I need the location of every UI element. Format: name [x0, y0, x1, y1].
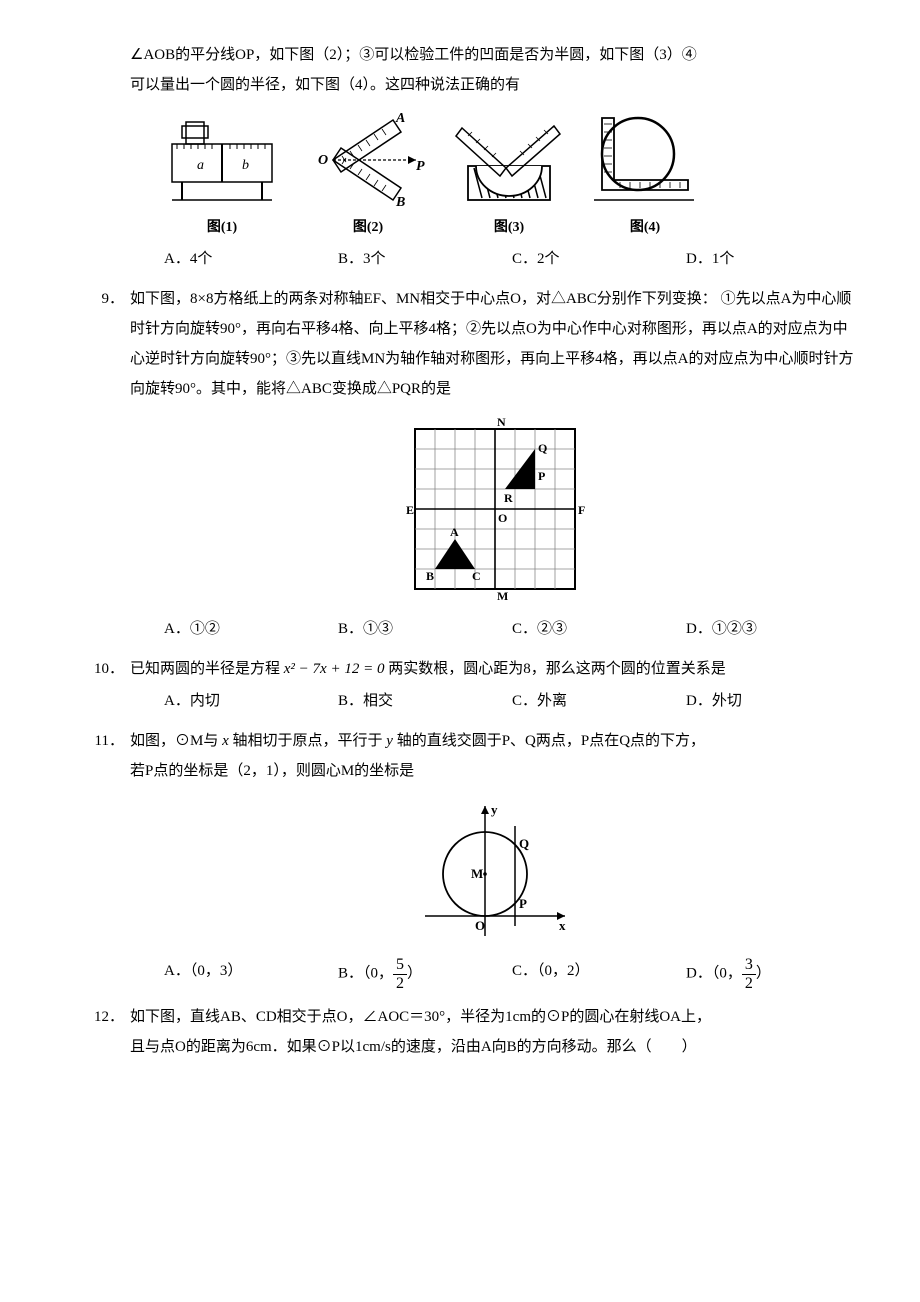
q9-optA: A．①②	[164, 614, 338, 644]
q8-options: A．4个 B．3个 C．2个 D．1个	[130, 244, 860, 274]
circle-tangent-icon: M y x O Q P	[415, 796, 575, 946]
question-8-tail: ∠AOB的平分线OP，如下图（2）；③可以检验工件的凹面是否为半圆，如下图（3）…	[130, 40, 860, 274]
q11-optD-num: 3	[742, 956, 756, 975]
q11-stem2: 若P点的坐标是（2，1），则圆心M的坐标是	[130, 756, 860, 786]
angle-bisector-icon: A O P B	[308, 108, 428, 212]
q9-stem1: 如下图，8×8方格纸上的两条对称轴EF、MN相交于中心点O，对△ABC分别作下列…	[130, 291, 717, 307]
q10-number: 10．	[90, 654, 130, 684]
label-F: F	[578, 503, 585, 517]
label-a: a	[197, 158, 204, 173]
label-B: B	[395, 195, 405, 210]
semicircle-check-icon	[454, 108, 564, 212]
label-M: M	[497, 589, 508, 603]
question-10: 10． 已知两圆的半径是方程 x² − 7x + 12 = 0 两实数根，圆心距…	[130, 654, 860, 716]
q11-stem1-pre: 如图，⊙M与	[130, 733, 222, 749]
q9-number: 9．	[90, 284, 130, 314]
q11-optB-pre: B．（0，	[338, 966, 393, 982]
q8-optD: D．1个	[686, 244, 860, 274]
ruler-square-icon: a b	[162, 112, 282, 212]
label-Cg: C	[472, 569, 481, 583]
label-R: R	[504, 491, 513, 505]
q8-stem: ∠AOB的平分线OP，如下图（2）；③可以检验工件的凹面是否为半圆，如下图（3）…	[130, 40, 860, 100]
q11-y: y	[386, 733, 393, 749]
q8-fig1: a b 图(1)	[162, 112, 282, 242]
grid-transform-icon: E F M N O A B C Q P R	[400, 414, 590, 604]
q8-optA: A．4个	[164, 244, 338, 274]
q9-options: A．①② B．①③ C．②③ D．①②③	[130, 614, 860, 644]
q11-options: A．（0，3） B．（0，52） C．（0，2） D．（0，32）	[130, 956, 860, 992]
q10-options: A．内切 B．相交 C．外离 D．外切	[130, 686, 860, 716]
label-A: A	[395, 111, 405, 126]
q11-optB: B．（0，52）	[338, 956, 512, 992]
label-b: b	[242, 158, 249, 173]
q8-cap3: 图(3)	[494, 214, 524, 242]
q11-optB-post: ）	[407, 966, 422, 982]
q8-line2: 可以量出一个圆的半径，如下图（4）。这四种说法正确的有	[130, 70, 860, 100]
q10-optA: A．内切	[164, 686, 338, 716]
q11-number: 11．	[90, 726, 130, 756]
q8-cap1: 图(1)	[207, 214, 237, 242]
label-M: M	[471, 866, 483, 881]
question-11: 11． 如图，⊙M与 x 轴相切于原点，平行于 y 轴的直线交圆于P、Q两点，P…	[130, 726, 860, 992]
label-Bg: B	[426, 569, 434, 583]
q11-optB-num: 5	[393, 956, 407, 975]
label-N: N	[497, 415, 506, 429]
label-y: y	[491, 802, 498, 817]
q11-optD-post: ）	[756, 966, 771, 982]
q8-optC: C．2个	[512, 244, 686, 274]
q11-stem1-post: 轴的直线交圆于P、Q两点，P点在Q点的下方，	[393, 733, 705, 749]
q8-fig3: 图(3)	[454, 108, 564, 242]
label-O: O	[318, 153, 328, 168]
q11-optA: A．（0，3）	[164, 956, 338, 992]
question-12: 12． 如下图，直线AB、CD相交于点O，∠AOC＝30°，半径为1cm的⊙P的…	[130, 1002, 860, 1062]
label-O: O	[498, 511, 507, 525]
q8-fig4: 图(4)	[590, 108, 700, 242]
label-x: x	[559, 918, 566, 933]
q9-optD: D．①②③	[686, 614, 860, 644]
q10-equation: x² − 7x + 12 = 0	[284, 661, 385, 677]
label-P: P	[538, 469, 545, 483]
q11-optD-den: 2	[742, 975, 756, 993]
q10-optD: D．外切	[686, 686, 860, 716]
q11-figure: M y x O Q P	[130, 796, 860, 946]
q11-optD: D．（0，32）	[686, 956, 860, 992]
q9-figure: E F M N O A B C Q P R	[130, 414, 860, 604]
circle-radius-icon	[590, 108, 700, 212]
label-O: O	[475, 918, 485, 933]
q11-optB-den: 2	[393, 975, 407, 993]
q11-optC: C．（0，2）	[512, 956, 686, 992]
label-P: P	[416, 159, 425, 174]
q11-x: x	[222, 733, 229, 749]
q9-optC: C．②③	[512, 614, 686, 644]
q8-optB: B．3个	[338, 244, 512, 274]
label-E: E	[406, 503, 414, 517]
label-P: P	[519, 896, 527, 911]
q10-optB: B．相交	[338, 686, 512, 716]
label-Ag: A	[450, 525, 459, 539]
q10-optC: C．外离	[512, 686, 686, 716]
q8-cap4: 图(4)	[630, 214, 660, 242]
q8-figure-row: a b 图(1)	[162, 108, 860, 242]
question-9: 9． 如下图，8×8方格纸上的两条对称轴EF、MN相交于中心点O，对△ABC分别…	[130, 284, 860, 644]
q12-stem2: 且与点O的距离为6cm．如果⊙P以1cm/s的速度，沿由A向B的方向移动。那么（…	[130, 1032, 860, 1062]
q11-optD-pre: D．（0，	[686, 966, 742, 982]
q8-line1: ∠AOB的平分线OP，如下图（2）；③可以检验工件的凹面是否为半圆，如下图（3）…	[130, 40, 860, 70]
q10-stem-pre: 已知两圆的半径是方程	[130, 661, 284, 677]
q10-stem-post: 两实数根，圆心距为8，那么这两个圆的位置关系是	[384, 661, 725, 677]
q11-stem1-mid: 轴相切于原点，平行于	[229, 733, 387, 749]
q8-fig2: A O P B 图(2)	[308, 108, 428, 242]
q8-cap2: 图(2)	[353, 214, 383, 242]
label-Q: Q	[519, 836, 529, 851]
q9-optB: B．①③	[338, 614, 512, 644]
q12-stem1: 如下图，直线AB、CD相交于点O，∠AOC＝30°，半径为1cm的⊙P的圆心在射…	[130, 1009, 711, 1025]
label-Q: Q	[538, 441, 547, 455]
q12-number: 12．	[90, 1002, 130, 1032]
